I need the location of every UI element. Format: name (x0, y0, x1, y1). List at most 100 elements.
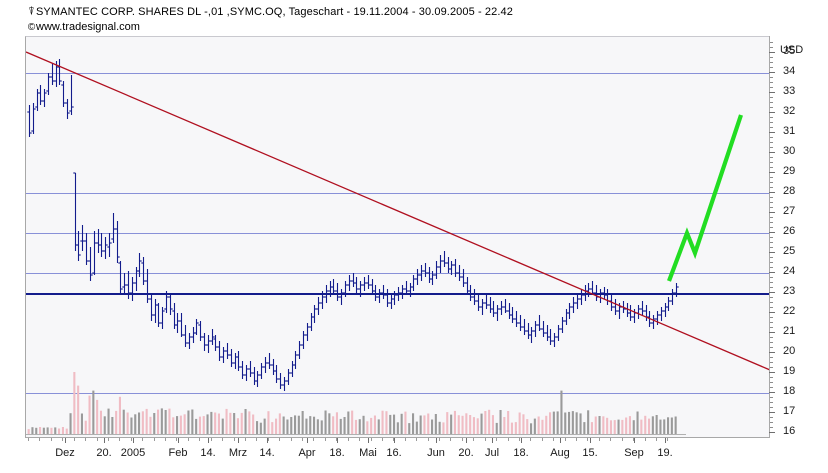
date-minor-tick (188, 438, 189, 441)
price-tick-label: 16 (783, 425, 796, 437)
date-axis[interactable]: Dez 20. 2005 Feb 14. Mrz 14. Apr 18. Mai 16. Jun 20.… (25, 438, 770, 473)
volume-bar (27, 429, 30, 434)
date-minor-tick (530, 438, 531, 441)
volume-bar (442, 422, 445, 434)
price-minor-tick (770, 337, 773, 338)
volume-bar (518, 412, 521, 434)
volume-bar (115, 410, 118, 434)
date-minor-tick (485, 438, 486, 441)
volume-bar (46, 427, 49, 434)
date-tick-label: Mrz (228, 447, 248, 459)
volume-bar (412, 413, 415, 434)
date-tick (307, 438, 308, 443)
price-minor-tick (770, 322, 773, 323)
date-tick-label: 15. (582, 447, 598, 459)
price-tick-label: 29 (783, 165, 796, 177)
price-tick-label: 25 (783, 245, 796, 257)
price-minor-tick (770, 277, 773, 278)
price-minor-tick (770, 227, 773, 228)
date-tick (337, 438, 338, 443)
volume-bar (168, 408, 171, 434)
volume-bar (195, 418, 198, 434)
date-tick-label: 2005 (120, 447, 146, 459)
date-minor-tick (382, 438, 383, 441)
price-tick-label: 34 (783, 65, 796, 77)
date-minor-tick (325, 438, 326, 441)
volume-bar (377, 419, 380, 434)
volume-bar (541, 419, 544, 434)
price-minor-tick (770, 237, 773, 238)
price-tick-label: 22 (783, 305, 796, 317)
ohlc-bars (27, 59, 679, 391)
price-minor-tick (770, 387, 773, 388)
volume-bar (495, 422, 498, 434)
date-minor-tick (268, 438, 269, 441)
volume-bar (210, 411, 213, 434)
price-tick-label: 31 (783, 125, 796, 137)
date-minor-tick (439, 438, 440, 441)
volume-bar (427, 413, 430, 434)
volume-bar (438, 421, 441, 434)
volume-bar (415, 421, 418, 434)
price-minor-tick (770, 157, 773, 158)
volume-bar (328, 413, 331, 434)
volume-bar (77, 385, 80, 434)
price-minor-tick (770, 197, 773, 198)
price-tick-label: 17 (783, 405, 796, 417)
volume-bar (636, 411, 639, 434)
volume-bar (514, 422, 517, 434)
price-axis[interactable]: USD 35 34 33 32 31 30 29 28 27 26 25 24 23 22 21 20 19 18… (769, 36, 828, 438)
volume-bar (393, 414, 396, 434)
date-tick (665, 438, 666, 443)
date-minor-tick (154, 438, 155, 441)
date-tick-label: 18. (329, 447, 345, 459)
price-tick-label: 33 (783, 85, 796, 97)
volume-bar (217, 413, 220, 434)
volume-bar (42, 427, 45, 434)
price-level-line-18[interactable] (26, 393, 770, 394)
price-minor-tick (770, 242, 773, 243)
volume-bar (50, 427, 53, 434)
date-tick (492, 438, 493, 443)
date-minor-tick (142, 438, 143, 441)
volume-bar (358, 419, 361, 434)
date-tick (133, 438, 134, 443)
price-level-line-24[interactable] (26, 273, 770, 274)
volume-bar (176, 416, 179, 434)
price-level-line-28[interactable] (26, 193, 770, 194)
price-minor-tick (770, 402, 773, 403)
volume-bar (233, 413, 236, 434)
projection-arrow (667, 114, 743, 282)
volume-bar (400, 413, 403, 434)
volume-bar (568, 411, 571, 434)
volume-bar (259, 422, 262, 434)
price-minor-tick (770, 62, 773, 63)
price-level-line-34[interactable] (26, 73, 770, 74)
volume-histogram (26, 372, 686, 435)
volume-bar (507, 411, 510, 434)
price-tick-label: 28 (783, 185, 796, 197)
date-tick-label: 18. (513, 447, 529, 459)
date-minor-tick (645, 438, 646, 441)
volume-bar (370, 417, 373, 434)
volume-bar (453, 410, 456, 434)
date-minor-tick (222, 438, 223, 441)
volume-bar (583, 422, 586, 434)
price-tick-label: 19 (783, 365, 796, 377)
downtrend-line-segment[interactable] (26, 51, 770, 371)
price-tick (769, 252, 775, 253)
price-minor-tick (770, 202, 773, 203)
volume-bar (670, 417, 673, 434)
price-level-line-26[interactable] (26, 233, 770, 234)
date-minor-tick (39, 438, 40, 441)
projection-arrow-path[interactable] (667, 114, 743, 282)
volume-bar (145, 408, 148, 434)
volume-bar (157, 409, 160, 434)
date-minor-tick (359, 438, 360, 441)
price-minor-tick (770, 42, 773, 43)
price-minor-tick (770, 362, 773, 363)
price-tick (769, 72, 775, 73)
volume-bar (423, 415, 426, 434)
price-plot-area (25, 36, 770, 438)
